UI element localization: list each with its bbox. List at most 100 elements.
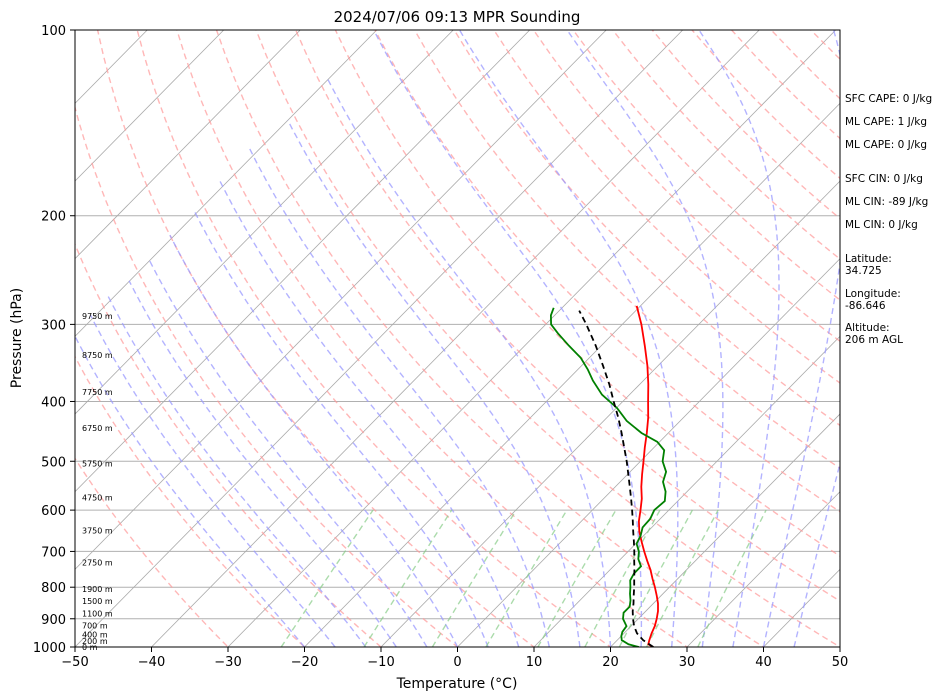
latitude-value: 34.725	[845, 265, 882, 277]
ml-cape-1: ML CAPE: 1 J/kg	[845, 116, 928, 128]
height-label: 8750 m	[82, 351, 113, 360]
y-tick-label: 900	[41, 613, 66, 628]
isotherm-line	[75, 30, 531, 493]
mixing-ratio-line	[618, 509, 694, 647]
x-tick-label: 50	[832, 655, 849, 670]
x-tick-label: 10	[526, 655, 543, 670]
sfc-cin: SFC CIN: 0 J/kg	[845, 173, 923, 185]
x-tick-label: −50	[61, 655, 88, 670]
isotherm-line	[75, 30, 301, 260]
isotherm-line	[610, 413, 840, 647]
x-tick-label: −10	[367, 655, 394, 670]
isotherm-line	[457, 258, 840, 647]
temperature-line	[635, 305, 659, 647]
moist-adiabat-line	[458, 30, 679, 647]
altitude-label: Altitude:	[845, 322, 890, 334]
height-label: 2750 m	[82, 559, 113, 568]
height-label: 1900 m	[82, 585, 113, 594]
isotherm-line	[227, 30, 837, 647]
sounding-profiles	[549, 305, 668, 647]
mixing-ratio-line	[697, 509, 767, 647]
dry-adiabat-line	[136, 30, 612, 647]
dewpoint-line	[549, 307, 668, 647]
ml-cin-1: ML CIN: -89 J/kg	[845, 196, 929, 208]
isotherm-line	[75, 30, 607, 570]
height-label: 5750 m	[82, 459, 113, 468]
moist-adiabat-line	[75, 334, 306, 647]
height-label: 200 m	[82, 637, 108, 646]
moist-adiabat-line	[192, 208, 489, 647]
isotherm-line	[75, 30, 225, 182]
ml-cin-2: ML CIN: 0 J/kg	[845, 219, 918, 231]
x-tick-label: −20	[291, 655, 318, 670]
mixing-ratio-line	[363, 509, 453, 647]
isotherm-line	[686, 491, 840, 647]
moist-adiabat-line	[148, 258, 428, 647]
dry-adiabat-line	[532, 30, 840, 343]
x-tick-label: 20	[602, 655, 619, 670]
dry-adiabat-line	[75, 355, 306, 647]
y-tick-label: 500	[41, 455, 66, 470]
dry-adiabat-line	[75, 457, 229, 647]
isotherm-line	[380, 180, 840, 647]
height-label: 9750 m	[82, 312, 113, 321]
moist-adiabat-line	[326, 78, 612, 647]
isotherm-line	[533, 335, 840, 647]
mixing-ratio-line	[645, 509, 719, 647]
height-label: 1100 m	[82, 609, 113, 618]
dry-adiabat-line	[572, 30, 840, 301]
dry-adiabat-line	[334, 30, 840, 557]
moist-adiabat-line	[128, 280, 397, 647]
y-tick-label: 100	[41, 24, 66, 39]
x-tick-label: 0	[453, 655, 461, 670]
moist-adiabat-line	[373, 30, 643, 647]
moist-adiabat-line	[169, 234, 459, 647]
x-tick-label: 30	[679, 655, 696, 670]
isotherm-line	[75, 30, 378, 337]
dry-adiabat-line	[75, 242, 383, 647]
height-label: 700 m	[82, 622, 108, 631]
moist-adiabat-line	[762, 30, 840, 647]
longitude-label: Longitude:	[845, 288, 901, 300]
y-tick-label: 800	[41, 581, 66, 596]
x-tick-label: 40	[755, 655, 772, 670]
moist-adiabat-line	[107, 295, 367, 647]
height-label: 400 m	[82, 631, 108, 640]
height-label: 6750 m	[82, 424, 113, 433]
mixing-ratio-line	[280, 509, 374, 647]
y-tick-label: 600	[41, 504, 66, 519]
dry-adiabat-line	[215, 30, 765, 647]
y-tick-label: 400	[41, 395, 66, 410]
y-axis-label: Pressure (hPa)	[9, 288, 25, 388]
y-tick-label: 200	[41, 210, 66, 225]
moist-adiabat-line	[287, 119, 581, 647]
mixing-ratio-line	[584, 509, 661, 647]
dry-adiabat-line	[374, 30, 840, 513]
mixing-ratio-line	[485, 509, 568, 647]
dry-adiabat-line	[75, 104, 459, 647]
parcel-line	[578, 310, 654, 647]
y-tick-label: 1000	[33, 641, 66, 656]
dry-adiabat-line	[96, 30, 536, 647]
plot-frame	[74, 29, 841, 648]
dry-adiabat-line	[295, 30, 840, 602]
moist-adiabat-line	[89, 314, 336, 647]
mixing-ratio-line	[537, 509, 617, 647]
height-label: 7750 m	[82, 388, 113, 397]
x-tick-label: −30	[214, 655, 241, 670]
longitude-value: -86.646	[845, 300, 886, 312]
height-label: 3750 m	[82, 527, 113, 536]
altitude-value: 206 m AGL	[845, 334, 903, 346]
x-axis-label: Temperature (°C)	[396, 676, 518, 692]
moist-adiabat-line	[248, 147, 550, 647]
mixing-ratio-line	[431, 509, 517, 647]
height-label: 1500 m	[82, 597, 113, 606]
moist-adiabat-line	[793, 461, 840, 647]
isotherm-line	[304, 102, 840, 647]
isotherm-line	[75, 30, 454, 415]
isotherm-line	[75, 30, 684, 647]
dry-adiabat-line	[176, 30, 689, 647]
sfc-cape: SFC CAPE: 0 J/kg	[845, 93, 933, 105]
y-tick-label: 300	[41, 318, 66, 333]
